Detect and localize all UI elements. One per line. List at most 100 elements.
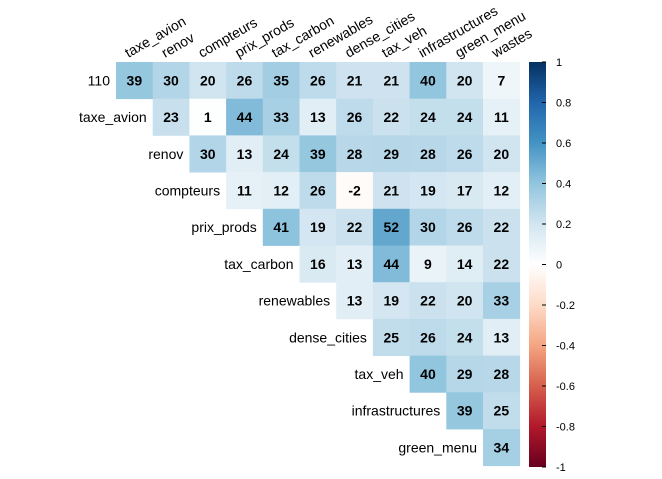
cell-value: 20 xyxy=(457,293,473,309)
heatmap-cell xyxy=(336,135,374,173)
cell-value: 26 xyxy=(457,146,473,162)
row-label: 110 xyxy=(88,72,111,88)
heatmap-cell xyxy=(336,282,374,320)
heatmap-cells: 39 30 20 26 35 26 21 21 40 20 7 23 1 44 33 13 26 22 24 24 11… xyxy=(116,62,521,467)
cell-value: 20 xyxy=(494,146,510,162)
heatmap-cell xyxy=(299,62,337,100)
cell-value: 26 xyxy=(310,72,326,88)
cell-value: 24 xyxy=(420,109,436,125)
cell-value: 19 xyxy=(420,182,436,198)
cell-value: 13 xyxy=(494,329,510,345)
heatmap-cell xyxy=(226,135,264,173)
cell-value: 41 xyxy=(273,219,289,235)
heatmap-cell xyxy=(409,172,447,210)
heatmap-cell xyxy=(372,135,410,173)
cell-value: 30 xyxy=(163,72,179,88)
heatmap-cell xyxy=(409,62,447,100)
cell-value: 22 xyxy=(494,219,510,235)
cell-value: 22 xyxy=(383,109,399,125)
cell-value: 14 xyxy=(457,256,473,272)
heatmap-cell xyxy=(262,135,300,173)
row-label: renewables xyxy=(259,293,331,309)
cell-value: 29 xyxy=(383,146,399,162)
cell-value: 16 xyxy=(310,256,326,272)
cell-value: 33 xyxy=(273,109,289,125)
cell-value: 22 xyxy=(347,219,363,235)
heatmap-cell xyxy=(299,135,337,173)
heatmap-cell xyxy=(372,282,410,320)
column-labels: taxe_avionrenovcompteursprix_prodstax_ca… xyxy=(122,2,535,61)
colorbar-tick-label: -0.2 xyxy=(556,300,575,312)
cell-value: 9 xyxy=(424,256,432,272)
heatmap-cell xyxy=(446,135,484,173)
heatmap-cell xyxy=(409,245,447,283)
colorbar-tick-label: 0.8 xyxy=(556,98,571,110)
heatmap-cell xyxy=(446,62,484,100)
cell-value: 26 xyxy=(347,109,363,125)
colorbar-tick-label: 0.4 xyxy=(556,179,571,191)
heatmap-cell xyxy=(483,98,521,136)
cell-value: -2 xyxy=(348,182,361,198)
cell-value: 26 xyxy=(420,329,436,345)
row-label: taxe_avion xyxy=(79,109,147,125)
heatmap-cell xyxy=(189,62,227,100)
colorbar-bar xyxy=(529,62,546,467)
cell-value: 29 xyxy=(457,366,473,382)
heatmap-cell xyxy=(299,98,337,136)
heatmap-cell xyxy=(336,172,374,210)
heatmap-cell xyxy=(299,208,337,246)
heatmap-cell xyxy=(446,392,484,430)
cell-value: 40 xyxy=(420,72,436,88)
cell-value: 13 xyxy=(347,293,363,309)
cell-value: 28 xyxy=(347,146,363,162)
cell-value: 30 xyxy=(420,219,436,235)
heatmap-cell xyxy=(372,318,410,356)
heatmap-cell xyxy=(336,245,374,283)
heatmap-cell xyxy=(446,282,484,320)
heatmap-cell xyxy=(372,172,410,210)
cell-value: 13 xyxy=(237,146,253,162)
cell-value: 11 xyxy=(237,182,252,198)
heatmap-cell xyxy=(409,98,447,136)
heatmap-cell xyxy=(483,172,521,210)
cell-value: 19 xyxy=(383,293,399,309)
heatmap-cell xyxy=(483,429,521,467)
colorbar-tick-label: -0.4 xyxy=(556,341,575,353)
heatmap-cell xyxy=(446,355,484,393)
cell-value: 22 xyxy=(420,293,436,309)
cell-value: 13 xyxy=(347,256,363,272)
heatmap-cell xyxy=(372,62,410,100)
heatmap-cell xyxy=(483,318,521,356)
cell-value: 28 xyxy=(494,366,510,382)
heatmap-cell xyxy=(189,135,227,173)
cell-value: 25 xyxy=(494,403,510,419)
colorbar-tick-label: 0 xyxy=(556,260,562,272)
heatmap-cell xyxy=(409,282,447,320)
cell-value: 12 xyxy=(273,182,289,198)
cell-value: 26 xyxy=(310,182,326,198)
cell-value: 1 xyxy=(204,109,212,125)
heatmap-cell xyxy=(262,98,300,136)
cell-value: 30 xyxy=(200,146,216,162)
row-label: prix_prods xyxy=(191,219,256,235)
heatmap-cell xyxy=(116,62,154,100)
cell-value: 44 xyxy=(383,256,399,272)
heatmap-cell xyxy=(409,318,447,356)
cell-value: 21 xyxy=(347,72,363,88)
heatmap-cell xyxy=(483,135,521,173)
row-label: infrastructures xyxy=(352,403,441,419)
colorbar-tick-label: -0.8 xyxy=(556,422,575,434)
cell-value: 44 xyxy=(237,109,253,125)
cell-value: 25 xyxy=(383,329,399,345)
cell-value: 52 xyxy=(383,219,399,235)
cell-value: 33 xyxy=(494,293,510,309)
colorbar: 1 0.8 0.6 0.4 0.2 0 -0.2 -0.4 -0.6 -0.8 -1 xyxy=(529,57,575,474)
cell-value: 26 xyxy=(457,219,473,235)
cell-value: 24 xyxy=(457,109,473,125)
colorbar-tick-label: 1 xyxy=(556,57,562,69)
heatmap-cell xyxy=(152,62,190,100)
heatmap-cell xyxy=(226,98,264,136)
heatmap-cell xyxy=(483,392,521,430)
heatmap-cell xyxy=(446,318,484,356)
